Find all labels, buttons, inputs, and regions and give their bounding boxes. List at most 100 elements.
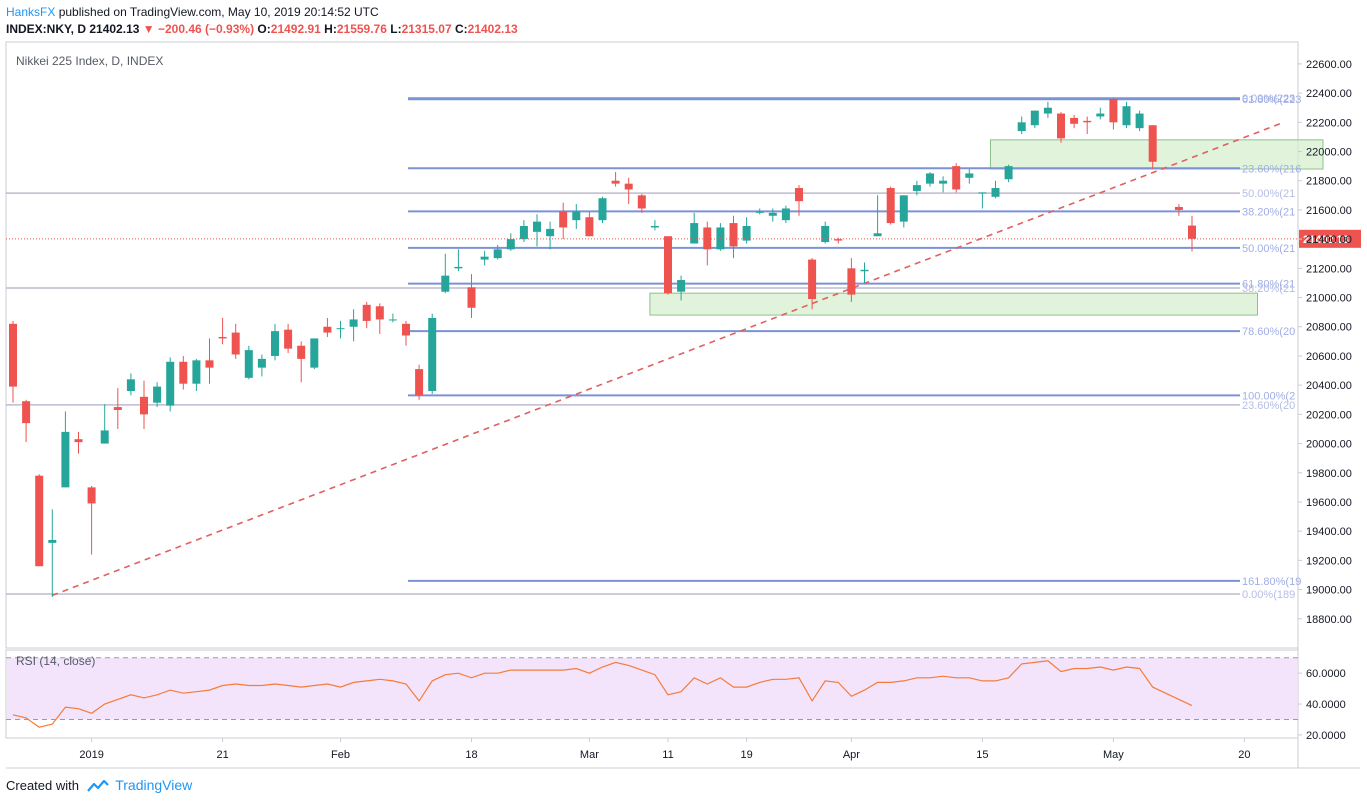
fib-level-label: 23.60%(216 (1242, 163, 1301, 175)
candle-body (61, 431, 70, 488)
fib-level-label: 50.00%(21 (1242, 243, 1295, 255)
candle-body (1083, 120, 1092, 123)
candle-body (847, 268, 856, 295)
time-tick-label: 21 (216, 749, 228, 761)
price-tick-label: 22400.00 (1306, 88, 1352, 100)
candle-body (611, 180, 620, 184)
candle-body (271, 331, 279, 356)
price-tick-label: 19000.00 (1306, 585, 1352, 597)
candle-body (598, 198, 607, 221)
candle-body (781, 208, 790, 221)
candle-body (192, 360, 201, 384)
published-text: published on TradingView.com, May 10, 20… (58, 5, 379, 19)
fib-level-label: 38.20%(21 (1242, 206, 1295, 218)
high-value: 21559.76 (336, 22, 387, 36)
created-with-text: Created with (6, 778, 79, 793)
close-label: C: (454, 22, 468, 36)
price-tick-label: 20000.00 (1306, 439, 1352, 451)
candle-body (559, 211, 568, 228)
candle-body (585, 217, 594, 237)
candle-body (441, 275, 450, 292)
candle-body (205, 360, 214, 368)
candle-body (284, 329, 293, 349)
chart-title: Nikkei 225 Index, D, INDEX (16, 54, 163, 68)
candle-body (834, 239, 843, 241)
current-price-label: 21402.13 (1303, 234, 1349, 246)
rsi-title: RSI (14, close) (16, 654, 95, 668)
candle-body (533, 221, 541, 232)
candle-body (9, 323, 17, 387)
candle-body (166, 361, 175, 406)
candle-body (795, 188, 803, 202)
time-tick-label: 20 (1238, 749, 1250, 761)
time-tick-label: May (1103, 749, 1124, 761)
fib-level-label: 61.80%(21 (1242, 279, 1295, 291)
fib-level-label: 78.60%(20 (1242, 326, 1295, 338)
tradingview-brand[interactable]: TradingView (115, 777, 193, 793)
price-tick-label: 19200.00 (1306, 555, 1352, 567)
candle-body (126, 379, 135, 391)
candle-body (860, 269, 869, 272)
candle-body (375, 306, 384, 320)
candle-body (349, 319, 358, 327)
candle-body (244, 350, 253, 378)
close-value: 21402.13 (467, 22, 518, 36)
down-arrow-icon: ▼ (142, 22, 155, 36)
candle-body (87, 487, 96, 504)
candle-body (978, 192, 987, 194)
candle-body (821, 225, 830, 243)
tradingview-logo-icon (86, 780, 109, 792)
price-tick-label: 21400.00 (1306, 234, 1352, 246)
candle-body (454, 266, 463, 269)
fib-level-label: 50.00%(21 (1242, 188, 1295, 200)
current-price-label-bg (1299, 229, 1361, 248)
fib-level-label: 38.20%(21 (1242, 283, 1295, 295)
price-tick-label: 21000.00 (1306, 293, 1352, 305)
time-tick-label: Feb (331, 749, 350, 761)
publication-line: HanksFX published on TradingView.com, Ma… (6, 5, 379, 19)
candle-body (650, 225, 659, 228)
fib-level-label: 100.00%(2 (1242, 390, 1295, 402)
candle-body (1070, 117, 1079, 124)
time-tick-label: 19 (740, 749, 752, 761)
candle-body (690, 223, 699, 244)
rsi-tick-label: 60.0000 (1306, 668, 1346, 680)
candle-body (755, 211, 764, 213)
candle-body (1122, 106, 1131, 126)
price-tick-label: 18800.00 (1306, 614, 1352, 626)
fib-level-label: 23.60%(20 (1242, 400, 1295, 412)
fib-level-label: 0.00%(189 (1242, 589, 1295, 601)
time-tick-label: 15 (976, 749, 988, 761)
candle-body (637, 195, 646, 209)
candle-body (703, 227, 712, 250)
price-tick-label: 21200.00 (1306, 263, 1352, 275)
candle-body (362, 304, 371, 321)
rsi-band-fill (7, 657, 1297, 720)
candle-body (1057, 113, 1065, 139)
footer: Created with TradingView (6, 777, 192, 793)
fib-level-label: 61.80%(223 (1242, 94, 1301, 106)
candle-body (428, 317, 437, 391)
price-tick-label: 19400.00 (1306, 526, 1352, 538)
price-tick-label: 19600.00 (1306, 497, 1352, 509)
open-value: 21492.91 (270, 22, 321, 36)
candle-body (519, 225, 528, 240)
candle-body (624, 183, 633, 190)
author-link[interactable]: HanksFX (6, 5, 56, 19)
candle-body (467, 287, 476, 308)
high-label: H: (324, 22, 337, 36)
price-tick-label: 22600.00 (1306, 59, 1352, 71)
open-label: O: (257, 22, 271, 36)
candle-body (323, 326, 332, 333)
price-tick-label: 20600.00 (1306, 351, 1352, 363)
candle-body (729, 223, 738, 247)
candle-body (952, 166, 961, 190)
candle-body (22, 401, 31, 424)
candle-body (140, 396, 148, 415)
candle-body (664, 236, 672, 294)
candle-body (336, 328, 345, 330)
fib-level-label: 0.00%(223 (1242, 93, 1295, 105)
price-change: −200.46 (−0.93%) (158, 22, 255, 36)
price-tick-label: 20200.00 (1306, 409, 1352, 421)
